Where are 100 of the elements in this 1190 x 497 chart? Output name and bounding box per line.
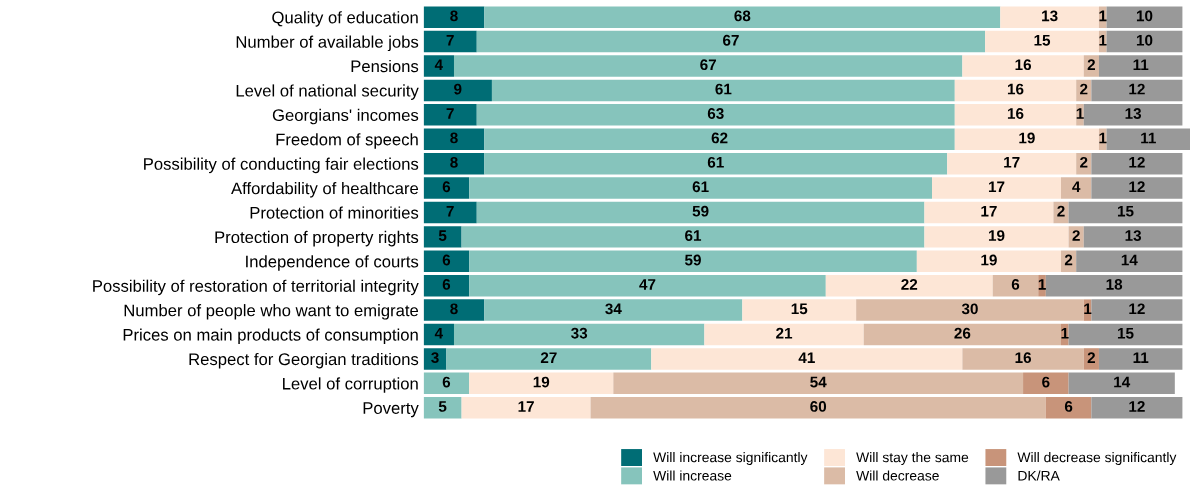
data-label: 10 xyxy=(1136,34,1153,46)
bar xyxy=(742,299,857,321)
data-label: 6 xyxy=(442,278,451,290)
data-label: 63 xyxy=(707,108,724,119)
bar xyxy=(484,128,955,150)
data-label: 54 xyxy=(810,376,827,388)
data-label: 12 xyxy=(1129,156,1145,168)
bar xyxy=(423,323,454,346)
data-label: 13 xyxy=(1125,230,1142,241)
bar xyxy=(491,79,955,102)
data-label: 6 xyxy=(1064,401,1073,412)
data-label: 61 xyxy=(692,181,709,193)
bar xyxy=(1068,201,1183,224)
legend-label: DK/RA xyxy=(1018,470,1060,481)
data-label: 60 xyxy=(810,401,827,412)
data-label: 5 xyxy=(438,230,447,241)
bar xyxy=(947,152,1077,175)
bar xyxy=(469,250,917,273)
bar xyxy=(856,299,1084,321)
data-label: 14 xyxy=(1121,254,1138,266)
data-label: 17 xyxy=(1004,157,1020,168)
data-label: 67 xyxy=(723,34,739,46)
bar xyxy=(985,30,1099,53)
bar xyxy=(1045,274,1183,297)
bar xyxy=(446,348,652,370)
data-label: 12 xyxy=(1129,303,1145,315)
data-label: 10 xyxy=(1136,10,1153,22)
data-label: 7 xyxy=(446,205,454,217)
data-label: 6 xyxy=(442,376,451,388)
bar xyxy=(1083,226,1183,248)
data-label: 1 xyxy=(1099,132,1107,144)
data-label: 4 xyxy=(434,327,443,339)
y-tick-label: Number of available jobs xyxy=(236,35,419,52)
legend-label: Will decrease xyxy=(856,470,939,481)
data-label: 21 xyxy=(776,327,793,339)
data-label: 27 xyxy=(540,352,557,363)
bar xyxy=(1098,128,1107,150)
bar xyxy=(954,104,1077,126)
data-label: 41 xyxy=(798,352,815,363)
data-label: 17 xyxy=(981,205,997,217)
bar xyxy=(476,201,925,224)
data-label: 15 xyxy=(1117,205,1134,217)
y-tick-label: Independence of courts xyxy=(246,255,419,271)
data-label: 7 xyxy=(446,108,454,119)
data-label: 8 xyxy=(450,10,458,22)
bar xyxy=(1098,348,1183,370)
bar xyxy=(992,274,1039,297)
data-label: 59 xyxy=(692,205,709,217)
data-label: 1 xyxy=(1084,303,1092,315)
data-label: 19 xyxy=(1019,132,1035,144)
data-label: 61 xyxy=(685,230,702,241)
bar xyxy=(651,348,963,370)
data-label: 61 xyxy=(715,83,732,95)
data-label: 6 xyxy=(1011,278,1020,290)
bar xyxy=(1098,6,1107,28)
data-label: 3 xyxy=(431,352,439,364)
data-label: 12 xyxy=(1129,83,1145,95)
y-tick-label: Level of national security xyxy=(236,84,419,100)
bar xyxy=(954,128,1099,150)
bar xyxy=(924,226,1069,248)
bar xyxy=(461,397,591,419)
bar xyxy=(924,201,1054,224)
data-label: 15 xyxy=(791,303,808,315)
bar xyxy=(469,177,933,199)
y-tick-label: Affordability of healthcare xyxy=(231,182,419,198)
data-label: 16 xyxy=(1007,108,1024,119)
data-label: 34 xyxy=(605,303,622,315)
y-tick-label: Freedom of speech xyxy=(276,133,418,149)
data-label: 8 xyxy=(450,303,458,315)
bar xyxy=(962,55,1084,77)
bar xyxy=(423,79,492,102)
data-label: 9 xyxy=(454,83,462,95)
bar xyxy=(954,79,1077,102)
bar xyxy=(1083,104,1183,126)
data-label: 8 xyxy=(450,132,458,144)
bar xyxy=(704,323,864,346)
data-label: 5 xyxy=(438,401,447,412)
y-tick-label: Protection of property rights xyxy=(215,230,419,247)
data-label: 16 xyxy=(1007,83,1024,95)
data-label: 1 xyxy=(1099,10,1107,22)
data-label: 12 xyxy=(1129,181,1145,193)
bar xyxy=(1053,201,1069,224)
data-label: 2 xyxy=(1064,254,1073,266)
data-label: 61 xyxy=(707,156,724,168)
data-label: 16 xyxy=(1015,59,1032,71)
data-label: 2 xyxy=(1057,205,1065,217)
bar xyxy=(1091,152,1183,175)
bar xyxy=(423,30,477,53)
bar xyxy=(476,30,986,53)
y-tick-label: Possibility of restoration of territorial integrity xyxy=(93,279,419,296)
data-label: 11 xyxy=(1133,352,1149,363)
bar xyxy=(1091,397,1183,419)
legend-label: Will increase xyxy=(653,470,732,481)
data-label: 4 xyxy=(1072,181,1081,193)
data-label: 2 xyxy=(1087,59,1095,70)
bar xyxy=(423,201,477,224)
bar xyxy=(469,372,614,395)
data-label: 15 xyxy=(1117,327,1134,339)
bar xyxy=(1045,397,1092,419)
bar xyxy=(423,299,485,321)
